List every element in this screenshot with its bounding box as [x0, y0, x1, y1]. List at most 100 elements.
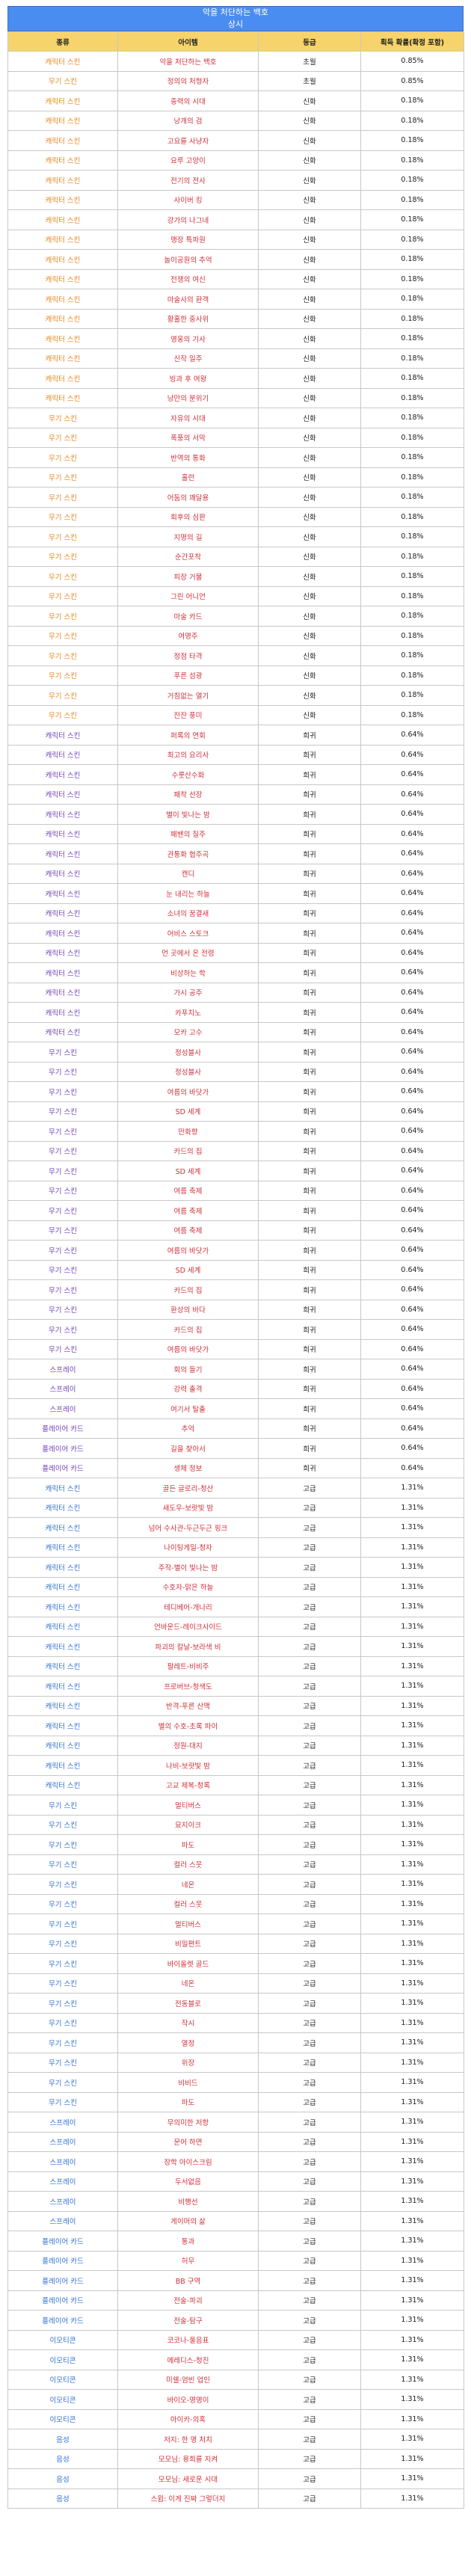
- cell-type: 무기 스킨: [7, 2052, 118, 2073]
- cell-probability: 1.31%: [360, 1933, 464, 1954]
- cell-type: 무기 스킨: [7, 467, 118, 488]
- cell-grade: 고급: [258, 2310, 361, 2331]
- cell-probability: 1.31%: [360, 2290, 464, 2311]
- cell-item: 어비스 스토크: [117, 923, 259, 944]
- cell-item: 피장 거물: [117, 566, 259, 587]
- cell-grade: 고급: [258, 1497, 361, 1518]
- cell-probability: 0.64%: [360, 744, 464, 765]
- cell-type: 캐릭터 스킨: [7, 823, 118, 844]
- cell-item: 언바운드-레이크사이드: [117, 1616, 259, 1637]
- table-row: 스프레이 문어 하면 고급 1.31%: [7, 2131, 464, 2152]
- cell-type: 캐릭터 스킨: [7, 1695, 118, 1716]
- cell-probability: 1.31%: [360, 1715, 464, 1736]
- cell-item: 반역의 통화: [117, 447, 259, 468]
- cell-type: 무기 스킨: [7, 1973, 118, 1994]
- table-row: 캐릭터 스킨 별이 빛나는 밤 희귀 0.64%: [7, 804, 464, 825]
- cell-probability: 0.18%: [360, 249, 464, 270]
- table-row: 스프레이 게이머의 삶 고급 1.31%: [7, 2210, 464, 2231]
- cell-type: 음성: [7, 2468, 118, 2489]
- table-row: 캐릭터 스킨 나비-보랏빛 밤 고급 1.31%: [7, 1755, 464, 1776]
- cell-grade: 희귀: [258, 843, 361, 864]
- cell-item: 어둠의 꽤달용: [117, 487, 259, 508]
- cell-probability: 0.64%: [360, 1259, 464, 1280]
- table-row: 캐릭터 스킨 낭만의 분위기 신화 0.18%: [7, 387, 464, 408]
- cell-probability: 0.18%: [360, 289, 464, 310]
- cell-grade: 희귀: [258, 1021, 361, 1042]
- cell-grade: 고급: [258, 2290, 361, 2311]
- cell-probability: 0.64%: [360, 982, 464, 1003]
- cell-item: 패착 선장: [117, 784, 259, 805]
- cell-type: 무기 스킨: [7, 1913, 118, 1934]
- table-row: 캐릭터 스킨 언바운드-레이크사이드 고급 1.31%: [7, 1616, 464, 1637]
- cell-item: 메레디스-청진: [117, 2349, 259, 2370]
- table-row: 캐릭터 스킨 놀이공원의 추억 신화 0.18%: [7, 249, 464, 270]
- cell-grade: 고급: [258, 1596, 361, 1617]
- cell-grade: 고급: [258, 2349, 361, 2370]
- cell-item: 파괴의 칼날-보라색 비: [117, 1636, 259, 1657]
- cell-item: 놀이공원의 추억: [117, 249, 259, 270]
- cell-probability: 0.64%: [360, 1457, 464, 1478]
- cell-type: 스프레이: [7, 2151, 118, 2172]
- cell-type: 캐릭터 스킨: [7, 744, 118, 765]
- cell-item: 전기의 전사: [117, 170, 259, 191]
- cell-probability: 1.31%: [360, 1993, 464, 2014]
- cell-item: 빙과 후 여왕: [117, 368, 259, 389]
- cell-grade: 신화: [258, 368, 361, 389]
- cell-grade: 고급: [258, 2171, 361, 2192]
- cell-grade: 희귀: [258, 784, 361, 805]
- table-row: 무기 스킨 여름의 바닷가 희귀 0.64%: [7, 1081, 464, 1102]
- cell-type: 캐릭터 스킨: [7, 725, 118, 746]
- table-row: 무기 스킨 카드의 집 희귀 0.64%: [7, 1279, 464, 1300]
- cell-item: 패밴의 질주: [117, 823, 259, 844]
- cell-probability: 0.64%: [360, 1002, 464, 1023]
- cell-type: 이모티콘: [7, 2349, 118, 2370]
- cell-type: 캐릭터 스킨: [7, 942, 118, 963]
- table-row: 무기 스킨 순간포착 신화 0.18%: [7, 546, 464, 567]
- cell-item: 네온: [117, 1874, 259, 1895]
- cell-grade: 신화: [258, 606, 361, 627]
- table-row: 캐릭터 스킨 악을 처단하는 백호 초월 0.85%: [7, 51, 464, 72]
- cell-type: 캐릭터 스킨: [7, 150, 118, 170]
- cell-grade: 신화: [258, 704, 361, 725]
- table-row: 플레이어 카드 길을 찾아서 희귀 0.64%: [7, 1438, 464, 1459]
- cell-grade: 희귀: [258, 1161, 361, 1181]
- cell-grade: 신화: [258, 348, 361, 369]
- cell-type: 이모티콘: [7, 2369, 118, 2390]
- cell-item: 잔잔 풍미: [117, 704, 259, 725]
- cell-item: 새도우-보랏빛 밤: [117, 1497, 259, 1518]
- cell-probability: 1.31%: [360, 2231, 464, 2251]
- cell-probability: 0.64%: [360, 1121, 464, 1142]
- cell-grade: 신화: [258, 150, 361, 170]
- cell-probability: 0.18%: [360, 170, 464, 191]
- cell-item: 수룻산수화: [117, 764, 259, 785]
- table-row: 무기 스킨 여름 축제 희귀 0.64%: [7, 1180, 464, 1201]
- cell-probability: 1.31%: [360, 1774, 464, 1795]
- table-row: 캐릭터 스킨 고교 제복-청록 고급 1.31%: [7, 1774, 464, 1795]
- cell-item: 정성블사: [117, 1061, 259, 1082]
- cell-probability: 1.31%: [360, 1676, 464, 1697]
- cell-grade: 희귀: [258, 903, 361, 923]
- cell-probability: 0.18%: [360, 348, 464, 369]
- cell-type: 캐릭터 스킨: [7, 308, 118, 329]
- table-row: 캐릭터 스킨 관통화 협주곡 희귀 0.64%: [7, 843, 464, 864]
- cell-probability: 0.18%: [360, 229, 464, 250]
- cell-grade: 신화: [258, 506, 361, 527]
- cell-item: 여름의 바닷가: [117, 1081, 259, 1102]
- cell-grade: 고급: [258, 2329, 361, 2350]
- cell-probability: 1.31%: [360, 2429, 464, 2450]
- table-row: 무기 스킨 카드의 집 희귀 0.64%: [7, 1319, 464, 1340]
- cell-grade: 고급: [258, 2151, 361, 2172]
- cell-item: 카드의 집: [117, 1319, 259, 1340]
- cell-probability: 0.64%: [360, 1200, 464, 1221]
- cell-grade: 고급: [258, 2369, 361, 2390]
- cell-probability: 0.64%: [360, 823, 464, 844]
- cell-grade: 고급: [258, 1557, 361, 1578]
- cell-probability: 1.31%: [360, 2329, 464, 2350]
- cell-item: 골든 글로리-청산: [117, 1478, 259, 1498]
- table-row: 무기 스킨 컬러 스웃 고급 1.31%: [7, 1854, 464, 1875]
- probability-table: 종류 아이템 등급 획득 확률(확정 포함) 캐릭터 스킨 악을 처단하는 백호 초…: [7, 31, 464, 2509]
- column-header-grade: 등급: [258, 31, 361, 52]
- cell-item: 수호자-맑은 하늘: [117, 1576, 259, 1597]
- cell-grade: 신화: [258, 665, 361, 686]
- table-row: 플레이어 카드 허무 고급 1.31%: [7, 2250, 464, 2271]
